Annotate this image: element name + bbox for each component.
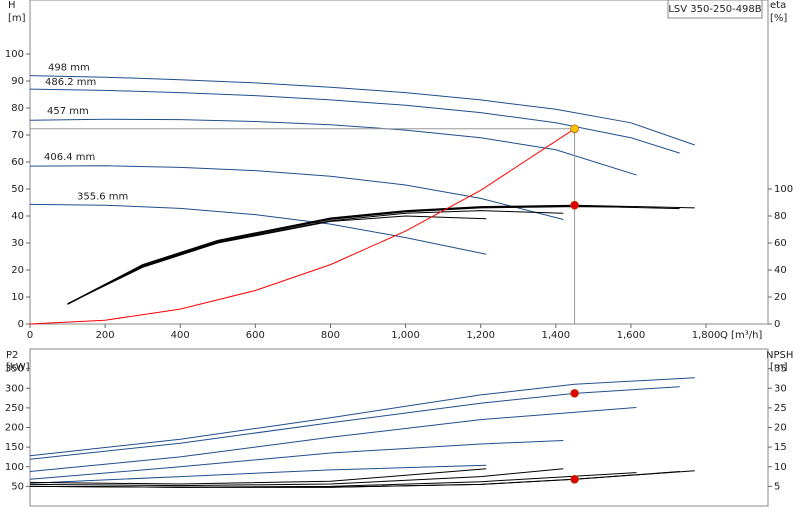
curve (29, 472, 637, 488)
curve (29, 75, 695, 146)
y2-tick-label: 20 (774, 292, 787, 303)
y-tick-label: 200 (5, 423, 24, 434)
y2-tick-label: 100 (774, 184, 793, 195)
y-tick-label: 20 (11, 265, 24, 276)
y-tick-label: 50 (11, 481, 24, 492)
curve-label: 457 mm (47, 106, 89, 117)
y2-tick-label: 35 (774, 364, 787, 375)
y2-tick-label: 25 (774, 403, 787, 414)
operating-point (570, 200, 579, 210)
curve (67, 210, 564, 305)
x-tick-label: 1,800 (692, 330, 721, 341)
y2-tick-label: 60 (774, 238, 787, 249)
y-tick-label: 350 (5, 364, 24, 375)
y-tick-label: 150 (5, 442, 24, 453)
model-box (667, 0, 763, 19)
curve (29, 468, 487, 485)
x-tick-label: 1,200 (466, 330, 495, 341)
curve (29, 88, 680, 154)
y2-tick-label: 5 (774, 481, 780, 492)
y2-axis-title: eta (770, 0, 786, 11)
curve (29, 165, 564, 220)
x-tick-label: 800 (321, 330, 340, 341)
y2-axis-unit: [m] (770, 362, 788, 373)
y2-tick-label: 15 (774, 442, 787, 453)
y2-tick-label: 80 (774, 211, 787, 222)
y2-tick-label: 20 (774, 423, 787, 434)
y2-axis-unit: [%] (770, 13, 787, 24)
y-tick-label: 50 (11, 184, 24, 195)
x-tick-label: 600 (246, 330, 265, 341)
operating-point (570, 475, 579, 484)
curve (29, 386, 680, 460)
y-tick-label: 250 (5, 403, 24, 414)
x-tick-label: 1,000 (391, 330, 420, 341)
y-tick-label: 70 (11, 130, 24, 141)
curve-label: 498 mm (48, 63, 90, 74)
curve (29, 203, 487, 255)
curve (29, 468, 564, 487)
curve (29, 464, 487, 484)
plot-frame (29, 348, 769, 507)
y-axis-unit: [m] (8, 13, 26, 24)
curve (67, 215, 487, 305)
x-tick-label: 1,600 (617, 330, 646, 341)
x-tick-label: 400 (171, 330, 190, 341)
y2-axis-title: NPSH (766, 350, 793, 361)
model-label: LSV 350-250-498B (668, 4, 761, 15)
y-tick-label: 60 (11, 157, 24, 168)
x-tick-label: 200 (96, 330, 115, 341)
y-tick-label: 300 (5, 383, 24, 394)
curve (29, 407, 637, 472)
curve-label: 355.6 mm (77, 191, 128, 202)
plot-frame (29, 0, 769, 325)
curve (29, 377, 695, 457)
y-tick-label: 0 (18, 319, 24, 330)
y-tick-label: 100 (5, 462, 24, 473)
curve (29, 118, 637, 176)
curve (67, 206, 637, 305)
y2-tick-label: 40 (774, 265, 787, 276)
y-axis-title: P2 (6, 350, 18, 361)
curve-label: 406.4 mm (44, 152, 95, 163)
x-tick-label: 0 (27, 330, 33, 341)
y-tick-label: 40 (11, 211, 24, 222)
y-tick-label: 80 (11, 103, 24, 114)
y-tick-label: 10 (11, 292, 24, 303)
curve (67, 204, 695, 305)
curve (67, 205, 680, 305)
y2-tick-label: 0 (774, 319, 780, 330)
x-tick-label: 1,400 (541, 330, 570, 341)
operating-point (570, 389, 579, 398)
y-tick-label: 90 (11, 76, 24, 87)
curve (29, 128, 575, 325)
curve-label: 486.2 mm (45, 77, 96, 88)
y-axis-title: H (8, 0, 16, 11)
curve (29, 440, 564, 480)
operating-point (570, 124, 579, 134)
y-tick-label: 100 (5, 49, 24, 60)
y2-tick-label: 10 (774, 462, 787, 473)
y-axis-unit: [kW] (6, 362, 30, 373)
x-axis-title: Q [m³/h] (720, 330, 762, 341)
y-tick-label: 30 (11, 238, 24, 249)
y2-tick-label: 30 (774, 383, 787, 394)
